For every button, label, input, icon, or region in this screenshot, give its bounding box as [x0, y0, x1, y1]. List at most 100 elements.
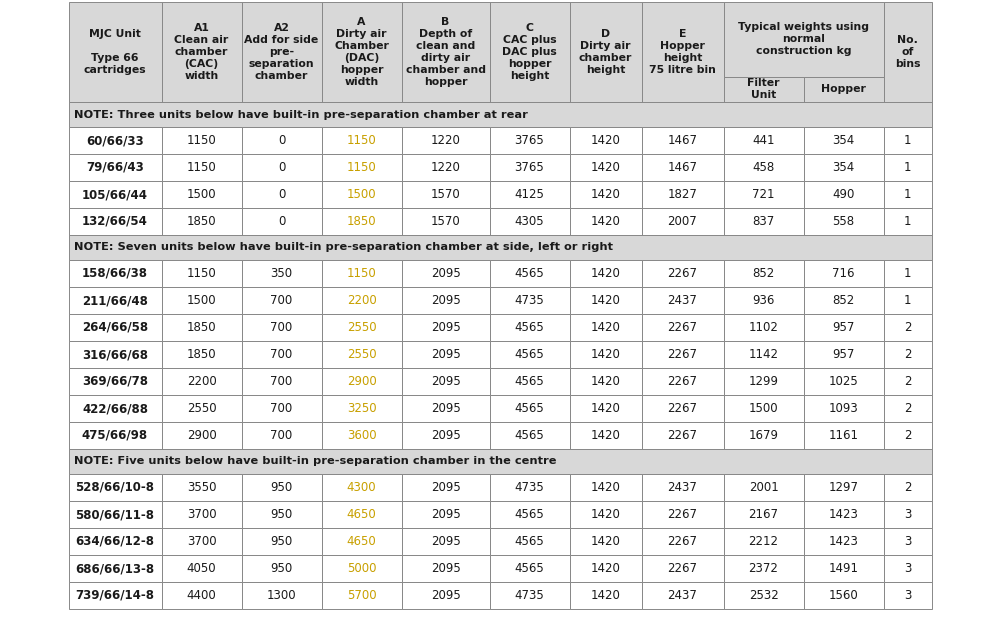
Text: 2095: 2095: [431, 348, 460, 361]
Text: 2: 2: [904, 321, 911, 334]
Bar: [68, 422, 162, 449]
Text: 1142: 1142: [748, 348, 778, 361]
Bar: [884, 208, 932, 235]
Bar: [162, 501, 242, 528]
Bar: [322, 314, 402, 341]
Text: 4565: 4565: [515, 267, 544, 280]
Text: 1420: 1420: [591, 481, 620, 494]
Text: 1299: 1299: [748, 375, 778, 388]
Text: E
Hopper
height
75 litre bin: E Hopper height 75 litre bin: [649, 29, 716, 75]
Bar: [402, 395, 490, 422]
Bar: [570, 341, 642, 368]
Bar: [724, 154, 804, 181]
Bar: [570, 127, 642, 154]
Bar: [490, 181, 570, 208]
Bar: [68, 474, 162, 501]
Text: 1: 1: [904, 188, 911, 201]
Bar: [490, 314, 570, 341]
Text: 0: 0: [278, 215, 285, 228]
Text: 4565: 4565: [515, 402, 544, 415]
Text: 1827: 1827: [668, 188, 697, 201]
Text: No.
of
bins: No. of bins: [895, 35, 920, 69]
Text: 1420: 1420: [591, 535, 620, 548]
Text: 2095: 2095: [431, 589, 460, 602]
Bar: [804, 208, 884, 235]
Text: 2437: 2437: [668, 481, 697, 494]
Bar: [642, 2, 724, 102]
Bar: [242, 2, 322, 102]
Bar: [402, 422, 490, 449]
Text: NOTE: Five units below have built-in pre-separation chamber in the centre: NOTE: Five units below have built-in pre…: [74, 456, 556, 467]
Bar: [162, 127, 242, 154]
Text: 2095: 2095: [431, 402, 460, 415]
Bar: [884, 154, 932, 181]
Bar: [242, 181, 322, 208]
Text: 2095: 2095: [431, 294, 460, 307]
Bar: [402, 154, 490, 181]
Text: 2095: 2095: [431, 562, 460, 575]
Bar: [804, 341, 884, 368]
Text: 1: 1: [904, 267, 911, 280]
Text: 1423: 1423: [829, 535, 858, 548]
Text: 1850: 1850: [187, 348, 216, 361]
Text: 1220: 1220: [431, 134, 460, 147]
Text: 700: 700: [270, 321, 293, 334]
Bar: [724, 341, 804, 368]
Bar: [804, 181, 884, 208]
Bar: [242, 422, 322, 449]
Bar: [162, 287, 242, 314]
Text: 739/66/14-8: 739/66/14-8: [76, 589, 154, 602]
Bar: [68, 341, 162, 368]
Bar: [642, 368, 724, 395]
Bar: [242, 154, 322, 181]
Text: 4735: 4735: [515, 589, 544, 602]
Text: 3: 3: [904, 562, 911, 575]
Text: 79/66/43: 79/66/43: [86, 161, 144, 174]
Bar: [162, 260, 242, 287]
Bar: [884, 314, 932, 341]
Text: 264/66/58: 264/66/58: [82, 321, 148, 334]
Bar: [642, 422, 724, 449]
Bar: [68, 260, 162, 287]
Text: 4050: 4050: [187, 562, 216, 575]
Bar: [162, 368, 242, 395]
Text: 1491: 1491: [828, 562, 858, 575]
Text: 700: 700: [270, 429, 293, 442]
Bar: [642, 181, 724, 208]
Bar: [884, 582, 932, 609]
Text: 2095: 2095: [431, 375, 460, 388]
Bar: [242, 287, 322, 314]
Bar: [570, 528, 642, 555]
Bar: [884, 528, 932, 555]
Bar: [490, 208, 570, 235]
Bar: [402, 474, 490, 501]
Bar: [402, 287, 490, 314]
Text: 4650: 4650: [347, 535, 376, 548]
Text: 60/66/33: 60/66/33: [86, 134, 144, 147]
Text: 852: 852: [832, 294, 855, 307]
Bar: [402, 2, 490, 102]
Bar: [322, 555, 402, 582]
Text: 4300: 4300: [347, 481, 376, 494]
Bar: [402, 368, 490, 395]
Text: 1420: 1420: [591, 321, 620, 334]
Text: 1150: 1150: [347, 161, 376, 174]
Bar: [490, 395, 570, 422]
Bar: [804, 422, 884, 449]
Text: 1570: 1570: [431, 188, 460, 201]
Bar: [162, 555, 242, 582]
Text: 0: 0: [278, 134, 285, 147]
Text: 2267: 2267: [668, 429, 698, 442]
Bar: [884, 341, 932, 368]
Text: 2267: 2267: [668, 267, 698, 280]
Text: 2550: 2550: [187, 402, 216, 415]
Text: 132/66/54: 132/66/54: [82, 215, 148, 228]
Text: 5700: 5700: [347, 589, 376, 602]
Text: 1420: 1420: [591, 589, 620, 602]
Bar: [68, 314, 162, 341]
Text: 2200: 2200: [187, 375, 216, 388]
Text: 105/66/44: 105/66/44: [82, 188, 148, 201]
Text: 3765: 3765: [515, 161, 544, 174]
Text: 1679: 1679: [748, 429, 778, 442]
Bar: [724, 555, 804, 582]
